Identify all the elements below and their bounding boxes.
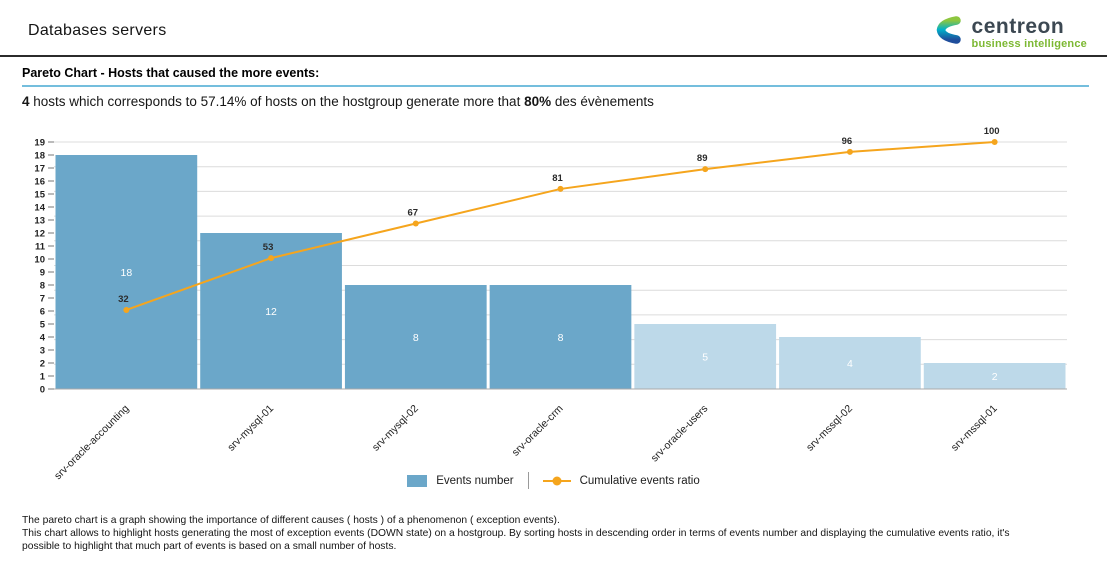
svg-text:17: 17 (34, 164, 45, 175)
svg-text:16: 16 (34, 177, 45, 188)
svg-text:19: 19 (34, 138, 45, 149)
svg-text:srv-mssql-02: srv-mssql-02 (804, 403, 855, 454)
svg-text:srv-mysql-02: srv-mysql-02 (370, 403, 421, 454)
svg-text:8: 8 (558, 332, 564, 344)
svg-text:4: 4 (847, 358, 853, 370)
svg-text:3: 3 (40, 346, 45, 357)
svg-text:18: 18 (34, 151, 45, 162)
svg-text:0: 0 (40, 385, 45, 396)
svg-text:8: 8 (40, 281, 45, 292)
summary-hosts-count: 4 (22, 94, 30, 109)
svg-text:9: 9 (40, 268, 45, 279)
footer-description: The pareto chart is a graph showing the … (22, 514, 1089, 553)
centreon-logo: centreon business intelligence (931, 13, 1087, 52)
svg-text:18: 18 (121, 267, 133, 279)
logo-tagline: business intelligence (971, 37, 1087, 50)
footer-line: The pareto chart is a graph showing the … (22, 515, 560, 526)
svg-text:srv-mssql-01: srv-mssql-01 (949, 403, 1000, 454)
svg-text:81: 81 (552, 173, 563, 184)
svg-text:srv-mysql-01: srv-mysql-01 (225, 403, 276, 454)
svg-text:100: 100 (984, 126, 1000, 137)
summary-text-1: hosts which corresponds to 57.14% of hos… (29, 94, 525, 109)
summary-percent: 80% (524, 94, 552, 109)
legend-line-dot (552, 476, 562, 485)
legend-line-label: Cumulative events ratio (579, 474, 700, 487)
svg-text:11: 11 (35, 242, 46, 253)
svg-text:32: 32 (118, 294, 129, 305)
svg-text:8: 8 (413, 332, 419, 344)
svg-text:srv-oracle-accounting: srv-oracle-accounting (52, 403, 132, 483)
svg-text:96: 96 (842, 136, 853, 147)
svg-text:14: 14 (34, 203, 45, 214)
legend-bar-swatch (407, 474, 428, 487)
svg-text:2: 2 (992, 371, 998, 383)
header-divider (0, 55, 1107, 57)
legend-bar-label: Events number (436, 474, 514, 487)
legend-item-events-number: Events number (407, 474, 514, 487)
svg-text:13: 13 (34, 216, 45, 227)
legend-separator (527, 472, 529, 489)
logo-wordmark: centreon (971, 14, 1065, 38)
footer-line: possible to highlight that much part of … (22, 541, 397, 552)
svg-text:srv-oracle-users: srv-oracle-users (649, 403, 711, 465)
footer-line: This chart allows to highlight hosts gen… (22, 528, 1010, 539)
svg-text:2: 2 (40, 359, 45, 370)
summary-text-2: des évènements (551, 94, 654, 109)
pareto-section-heading: Pareto Chart - Hosts that caused the mor… (22, 66, 1089, 87)
page-title: Databases servers (28, 22, 167, 39)
svg-text:5: 5 (40, 320, 46, 331)
legend-item-cumulative-ratio: Cumulative events ratio (542, 474, 700, 487)
svg-text:1: 1 (40, 372, 46, 383)
svg-text:67: 67 (407, 208, 418, 219)
svg-text:12: 12 (265, 306, 277, 318)
svg-text:53: 53 (263, 242, 274, 253)
summary-sentence: 4 hosts which corresponds to 57.14% of h… (22, 94, 654, 109)
svg-text:10: 10 (34, 255, 45, 266)
svg-text:7: 7 (40, 294, 45, 305)
centreon-c-icon (931, 13, 965, 52)
svg-text:6: 6 (40, 307, 45, 318)
svg-text:12: 12 (34, 229, 45, 240)
svg-text:4: 4 (40, 333, 46, 344)
svg-text:srv-oracle-crm: srv-oracle-crm (510, 402, 566, 458)
svg-text:15: 15 (34, 190, 45, 201)
legend-line-swatch (542, 476, 571, 485)
chart-legend: Events number Cumulative events ratio (0, 472, 1107, 489)
svg-text:89: 89 (697, 153, 708, 164)
svg-text:5: 5 (702, 352, 708, 364)
